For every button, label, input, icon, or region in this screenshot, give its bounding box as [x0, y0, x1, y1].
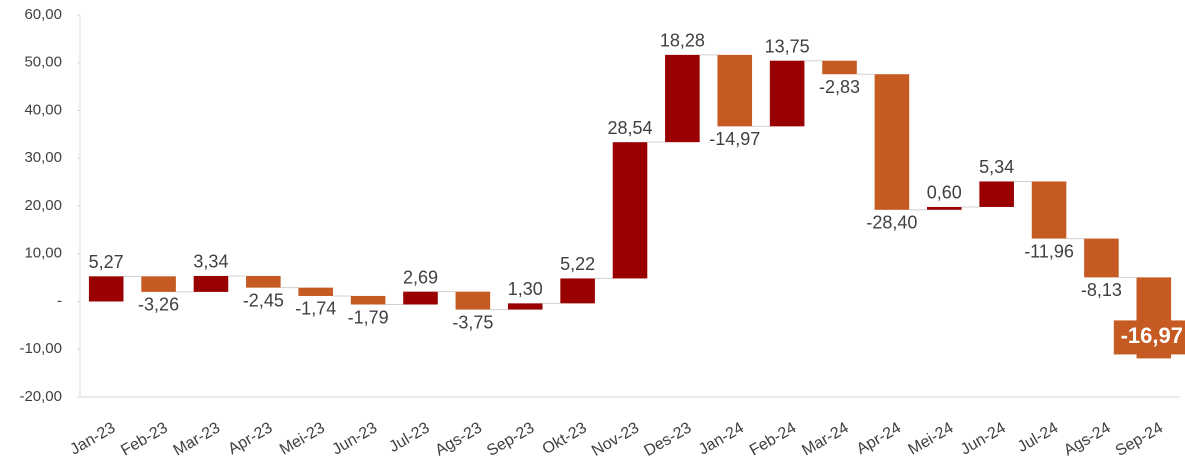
value-label: 5,22: [560, 254, 595, 274]
bar: [403, 291, 438, 305]
value-label: -14,97: [709, 129, 760, 149]
y-tick-label: -: [57, 292, 62, 309]
bar: [88, 276, 124, 302]
value-label: 1,30: [508, 279, 543, 299]
y-tick-label: 50,00: [24, 54, 62, 71]
x-tick-label: Okt-23: [540, 419, 590, 458]
value-label: 0,60: [927, 183, 962, 203]
x-tick-label: Jun-23: [329, 419, 380, 458]
x-tick-label: Jun-24: [958, 419, 1009, 458]
bar: [246, 275, 281, 288]
x-tick-label: Mei-23: [277, 419, 328, 458]
x-tick-label: Sep-23: [484, 419, 537, 460]
bar: [665, 54, 700, 143]
x-tick-label: Jan-24: [696, 419, 747, 458]
value-label: -1,74: [295, 299, 336, 319]
value-label: 5,34: [979, 157, 1014, 177]
x-tick-label: Nov-23: [589, 419, 642, 460]
highlight-label: -16,97: [1113, 320, 1185, 355]
x-tick-label: Jul-23: [386, 419, 432, 456]
bar: [141, 276, 176, 292]
value-label: -3,26: [138, 295, 179, 315]
x-tick-label: Ags-24: [1061, 419, 1113, 459]
bar: [298, 287, 333, 296]
x-tick-label: Mei-24: [906, 419, 957, 458]
x-tick-label: Apr-24: [854, 419, 904, 458]
x-tick-label: Mar-23: [171, 419, 223, 459]
bar: [350, 295, 386, 305]
y-tick-label: 10,00: [24, 245, 62, 262]
x-tick-label: Feb-23: [118, 419, 170, 459]
bar: [1031, 181, 1067, 239]
x-tick-label: Ags-23: [433, 419, 485, 459]
bar: [979, 181, 1014, 207]
bar: [927, 206, 962, 210]
x-tick-label: Sep-24: [1113, 419, 1166, 460]
bar: [822, 60, 857, 75]
bar: [717, 54, 753, 127]
y-tick-label: 60,00: [24, 6, 62, 23]
value-label: 3,34: [193, 252, 228, 272]
bar: [560, 278, 595, 304]
x-tick-label: Feb-24: [747, 419, 799, 459]
x-tick-label: Jan-23: [67, 419, 118, 458]
y-tick-label: -10,00: [19, 340, 62, 357]
value-label: -11,96: [1024, 241, 1074, 261]
bar: [769, 60, 805, 127]
value-label: 28,54: [607, 118, 652, 138]
y-tick-label: -20,00: [19, 388, 62, 405]
value-label: -1,79: [348, 307, 389, 327]
value-label: -2,83: [819, 77, 860, 97]
value-label: 2,69: [403, 267, 438, 287]
value-label: -8,13: [1081, 280, 1122, 300]
bar: [193, 275, 229, 292]
bar: [455, 291, 491, 310]
x-tick-label: Mar-24: [799, 419, 851, 459]
value-label: 18,28: [660, 31, 705, 51]
value-label: -3,75: [452, 312, 493, 332]
value-label: -2,45: [243, 290, 284, 310]
value-label: 13,75: [765, 36, 810, 56]
label-box: [1113, 320, 1185, 355]
x-tick-label: Jul-24: [1015, 419, 1061, 456]
value-label: 5,27: [89, 252, 124, 272]
x-tick-label: Des-23: [641, 419, 694, 460]
bar: [1084, 238, 1119, 278]
bar: [507, 303, 543, 310]
x-tick-label: Apr-23: [225, 419, 275, 458]
y-tick-label: 20,00: [24, 197, 62, 214]
y-tick-label: 40,00: [24, 101, 62, 118]
value-label: -16,97: [1121, 323, 1183, 348]
y-tick-label: 30,00: [24, 149, 62, 166]
value-label: -28,40: [866, 213, 917, 233]
bar: [874, 74, 910, 210]
bar: [612, 142, 648, 279]
